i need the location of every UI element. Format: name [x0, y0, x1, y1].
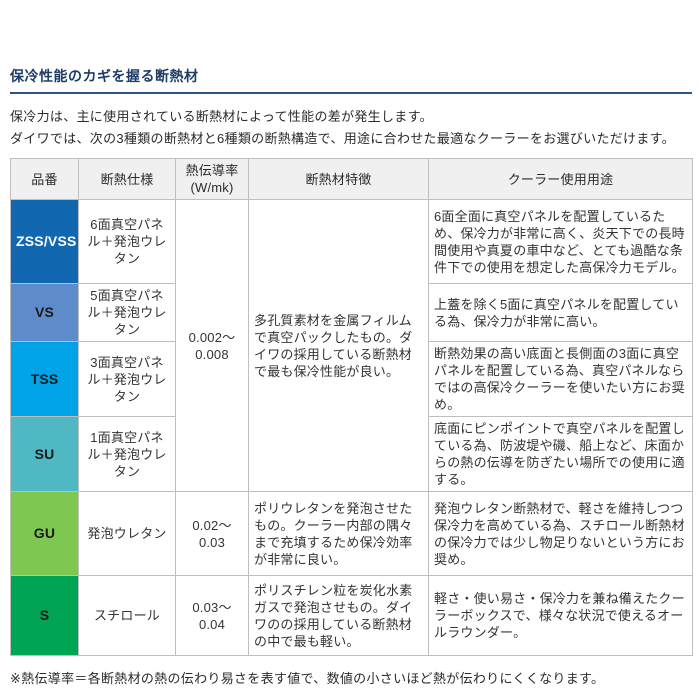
- insulation-table: 品番 断熱仕様 熱伝導率(W/mk) 断熱材特徴 クーラー使用用途 ZSS/VS…: [10, 158, 693, 656]
- intro-line-1: 保冷力は、主に使用されている断熱材によって性能の差が発生します。: [10, 109, 433, 124]
- table-row-s: S スチロール 0.03～0.04 ポリスチレン粒を炭化水素ガスで発泡させもの。…: [10, 575, 693, 656]
- cooler-usage-cell: 上蓋を除く5面に真空パネルを配置している為、保冷力が非常に高い。: [428, 283, 693, 342]
- cooler-usage-cell: 6面全面に真空パネルを配置しているため、保冷力が非常に高く、炎天下での長時間使用…: [428, 199, 693, 284]
- thermal-conductivity-cell: 0.03～0.04: [175, 575, 249, 656]
- insulation-spec-cell: 5面真空パネル＋発泡ウレタン: [78, 283, 176, 342]
- cooler-usage-cell: 底面にピンポイントで真空パネルを配置している為、防波堤や磯、船上など、床面からの…: [428, 416, 693, 492]
- thermal-conductivity-cell-vacuum-group: 0.002～0.008: [175, 199, 249, 492]
- model-code-cell: ZSS/VSS: [10, 199, 79, 284]
- col-header-insulation-spec: 断熱仕様: [78, 158, 176, 200]
- table-row-vs: VS 5面真空パネル＋発泡ウレタン 上蓋を除く5面に真空パネルを配置している為、…: [10, 283, 693, 342]
- thermal-conductivity-cell: 0.02～0.03: [175, 491, 249, 576]
- col-header-thermal-conductivity: 熱伝導率(W/mk): [175, 158, 249, 200]
- model-code-cell: GU: [10, 491, 79, 576]
- insulation-spec-cell: 発泡ウレタン: [78, 491, 176, 576]
- title-divider: [10, 92, 692, 94]
- insulation-spec-cell: スチロール: [78, 575, 176, 656]
- intro-line-2: ダイワでは、次の3種類の断熱材と6種類の断熱構造で、用途に合わせた最適なクーラー…: [10, 131, 675, 146]
- table-row-tss: TSS 3面真空パネル＋発泡ウレタン 断熱効果の高い底面と長側面の3面に真空パネ…: [10, 341, 693, 417]
- cooler-usage-cell: 発泡ウレタン断熱材で、軽さを維持しつつ保冷力を高めている為、スチロール断熱材の保…: [428, 491, 693, 576]
- cooler-usage-cell: 軽さ・使い易さ・保冷力を兼ね備えたクーラーボックスで、様々な状況で使えるオールラ…: [428, 575, 693, 656]
- table-header-row: 品番 断熱仕様 熱伝導率(W/mk) 断熱材特徴 クーラー使用用途: [10, 158, 693, 200]
- page-title: 保冷性能のカギを握る断熱材: [10, 68, 199, 84]
- insulation-spec-cell: 3面真空パネル＋発泡ウレタン: [78, 341, 176, 417]
- material-feature-cell-vacuum-group: 多孔質素材を金属フィルムで真空パックしたもの。ダイワの採用している断熱材で最も保…: [248, 199, 429, 492]
- col-header-material-feature: 断熱材特徴: [248, 158, 429, 200]
- footnote: ※熱伝導率＝各断熱材の熱の伝わり易さを表す値で、数値の小さいほど熱が伝わりにくく…: [10, 671, 605, 686]
- model-code-cell: TSS: [10, 341, 79, 417]
- material-feature-cell: ポリスチレン粒を炭化水素ガスで発泡させもの。ダイワのの採用している断熱材の中で最…: [248, 575, 429, 656]
- model-code-cell: VS: [10, 283, 79, 342]
- cooler-usage-cell: 断熱効果の高い底面と長側面の3面に真空パネルを配置している為、真空パネルならでは…: [428, 341, 693, 417]
- table-row-zss-vss: ZSS/VSS 6面真空パネル＋発泡ウレタン 0.002～0.008 多孔質素材…: [10, 199, 693, 492]
- col-header-model-code: 品番: [10, 158, 79, 200]
- model-code-cell: S: [10, 575, 79, 656]
- model-code-cell: SU: [10, 416, 79, 492]
- insulation-spec-cell: 1面真空パネル＋発泡ウレタン: [78, 416, 176, 492]
- table-row-gu: GU 発泡ウレタン 0.02～0.03 ポリウレタンを発泡させたもの。クーラー内…: [10, 491, 693, 576]
- material-feature-cell: ポリウレタンを発泡させたもの。クーラー内部の隅々まで充填するため保冷効率が非常に…: [248, 491, 429, 576]
- col-header-cooler-usage: クーラー使用用途: [428, 158, 693, 200]
- insulation-spec-cell: 6面真空パネル＋発泡ウレタン: [78, 199, 176, 284]
